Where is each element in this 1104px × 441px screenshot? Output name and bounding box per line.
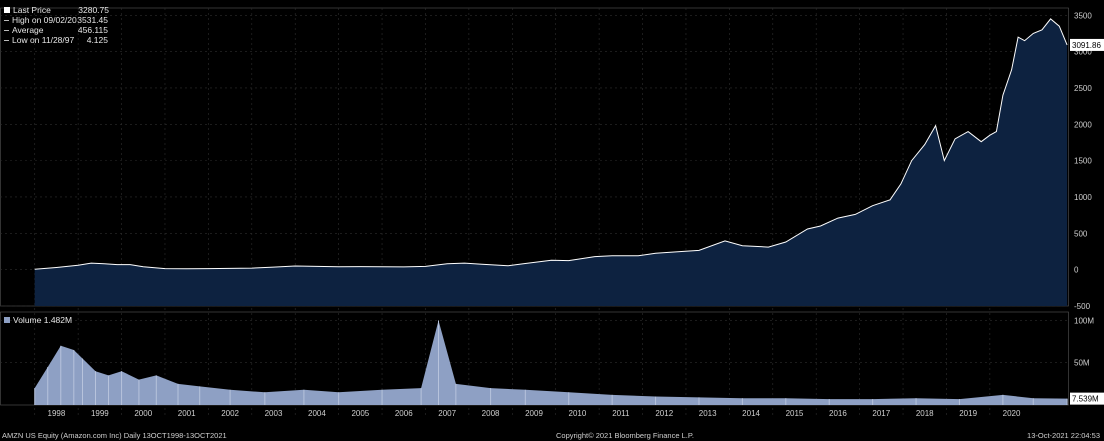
- dash-icon: [4, 29, 9, 31]
- legend-high: High on 09/02/20 3531.45: [4, 15, 109, 25]
- year-tick-label: 2001: [178, 409, 196, 418]
- year-tick-label: 2010: [569, 409, 587, 418]
- price-last-tag-box: [1070, 38, 1104, 51]
- year-tick-label: 2002: [221, 409, 239, 418]
- volume-bars: [34, 320, 1068, 405]
- price-tick-label: 2000: [1074, 120, 1092, 129]
- volume-area: [34, 320, 1068, 405]
- legend-last-price: Last Price 3280.75: [4, 5, 109, 15]
- price-tick-label: 1500: [1074, 157, 1092, 166]
- footer-copyright: Copyright© 2021 Bloomberg Finance L.P.: [556, 431, 694, 440]
- year-tick-label: 2004: [308, 409, 326, 418]
- year-tick-label: 2003: [265, 409, 283, 418]
- volume-last-tag: 7.539M: [1072, 395, 1099, 404]
- year-tick-label: 2011: [612, 409, 630, 418]
- dash-icon: [4, 39, 9, 41]
- year-tick-label: 2000: [134, 409, 152, 418]
- year-tick-label: 2019: [959, 409, 977, 418]
- footer-timestamp: 13-Oct-2021 22:04:53: [1027, 431, 1100, 440]
- square-icon: [4, 317, 10, 323]
- footer-security: AMZN US Equity (Amazon.com Inc) Daily 13…: [2, 431, 227, 440]
- year-tick-label: 2018: [916, 409, 934, 418]
- square-icon: [4, 7, 10, 13]
- year-tick-label: 2008: [482, 409, 500, 418]
- grid: [0, 7, 1069, 418]
- year-tick-label: 1999: [91, 409, 109, 418]
- legend-value: 456.115: [77, 25, 108, 35]
- volume-tick-label: 50M: [1074, 359, 1090, 368]
- year-tick-label: 2014: [742, 409, 760, 418]
- price-tick-label: 3000: [1074, 48, 1092, 57]
- volume-last-tag-box: [1070, 392, 1104, 405]
- price-tick-label: 3500: [1074, 11, 1092, 20]
- legend-value: 3280.75: [78, 5, 109, 15]
- year-tick-label: 2015: [786, 409, 804, 418]
- legend-label: Average: [12, 25, 44, 35]
- year-tick-label: 1998: [48, 409, 66, 418]
- year-tick-label: 2006: [395, 409, 413, 418]
- legend-low: Low on 11/28/97 4.125: [4, 35, 109, 45]
- legend-label: Last Price: [13, 5, 51, 15]
- year-tick-label: 2009: [525, 409, 543, 418]
- price-area: [34, 18, 1068, 307]
- volume-y-axis: 50M 100M: [1074, 316, 1094, 367]
- year-tick-label: 2017: [872, 409, 890, 418]
- price-last-tag: 3091.86: [1072, 41, 1101, 50]
- price-line: [34, 18, 1068, 270]
- year-tick-label: 2013: [699, 409, 717, 418]
- volume-legend: Volume 1.482M: [4, 315, 72, 325]
- year-tick-label: 2012: [655, 409, 673, 418]
- volume-legend-label: Volume: [13, 315, 42, 325]
- price-tick-label: 0: [1074, 266, 1079, 275]
- legend-value: 3531.45: [77, 15, 108, 25]
- legend-label: High on 09/02/20: [12, 15, 77, 25]
- year-tick-label: 2020: [1003, 409, 1021, 418]
- price-tick-label: -500: [1074, 302, 1091, 311]
- volume-legend-value: 1.482M: [43, 315, 73, 325]
- year-tick-label: 2005: [351, 409, 369, 418]
- price-tick-label: 1000: [1074, 193, 1092, 202]
- year-tick-label: 2016: [829, 409, 847, 418]
- x-axis: 1998 1999 2000 2001 2002 2003 2004 2005 2006 2007…: [48, 409, 1021, 418]
- legend-value: 4.125: [86, 35, 108, 45]
- price-y-axis: -500 0 500 1000 1500 2000 2500 3000 3500: [1074, 11, 1092, 311]
- last-value-tags: 3091.86 7.539M: [1070, 38, 1104, 405]
- price-tick-label: 2500: [1074, 84, 1092, 93]
- legend-average: Average 456.115: [4, 25, 109, 35]
- dash-icon: [4, 19, 9, 21]
- legend-label: Low on 11/28/97: [12, 35, 75, 45]
- footer: AMZN US Equity (Amazon.com Inc) Daily 13…: [0, 430, 1104, 441]
- volume-tick-label: 100M: [1074, 316, 1094, 325]
- price-tick-label: 500: [1074, 229, 1088, 238]
- year-tick-label: 2007: [438, 409, 456, 418]
- price-legend: Last Price 3280.75 High on 09/02/20 3531…: [4, 5, 109, 45]
